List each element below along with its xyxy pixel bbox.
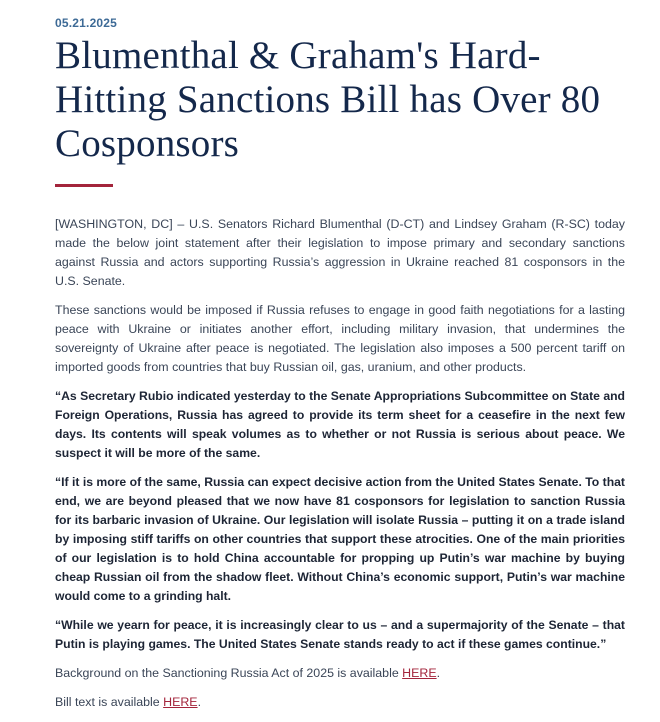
bill-text-end: .	[197, 695, 202, 709]
page-title: Blumenthal & Graham's Hard-Hitting Sanct…	[55, 34, 601, 165]
title-divider	[55, 184, 113, 187]
background-end: .	[436, 666, 441, 680]
quote-paragraph: “As Secretary Rubio indicated yesterday …	[55, 389, 625, 460]
quote-paragraph: “If it is more of the same, Russia can e…	[55, 475, 625, 603]
article-body: [WASHINGTON, DC] – U.S. Senators Richard…	[55, 215, 625, 712]
background-paragraph: Background on the Sanctioning Russia Act…	[55, 664, 625, 683]
press-release: 05.21.2025 Blumenthal & Graham's Hard-Hi…	[55, 16, 625, 722]
quote-paragraph: “While we yearn for peace, it is increas…	[55, 618, 625, 651]
background-text: Background on the Sanctioning Russia Act…	[55, 666, 403, 680]
paragraph: These sanctions would be imposed if Russ…	[55, 303, 625, 374]
paragraph: [WASHINGTON, DC] – U.S. Senators Richard…	[55, 217, 625, 288]
bill-text-label: Bill text is available	[55, 695, 164, 709]
release-date: 05.21.2025	[55, 16, 118, 30]
bill-text-link[interactable]: HERE	[163, 695, 198, 709]
bill-text-paragraph: Bill text is available HERE.	[55, 693, 625, 712]
background-link[interactable]: HERE	[402, 666, 437, 680]
